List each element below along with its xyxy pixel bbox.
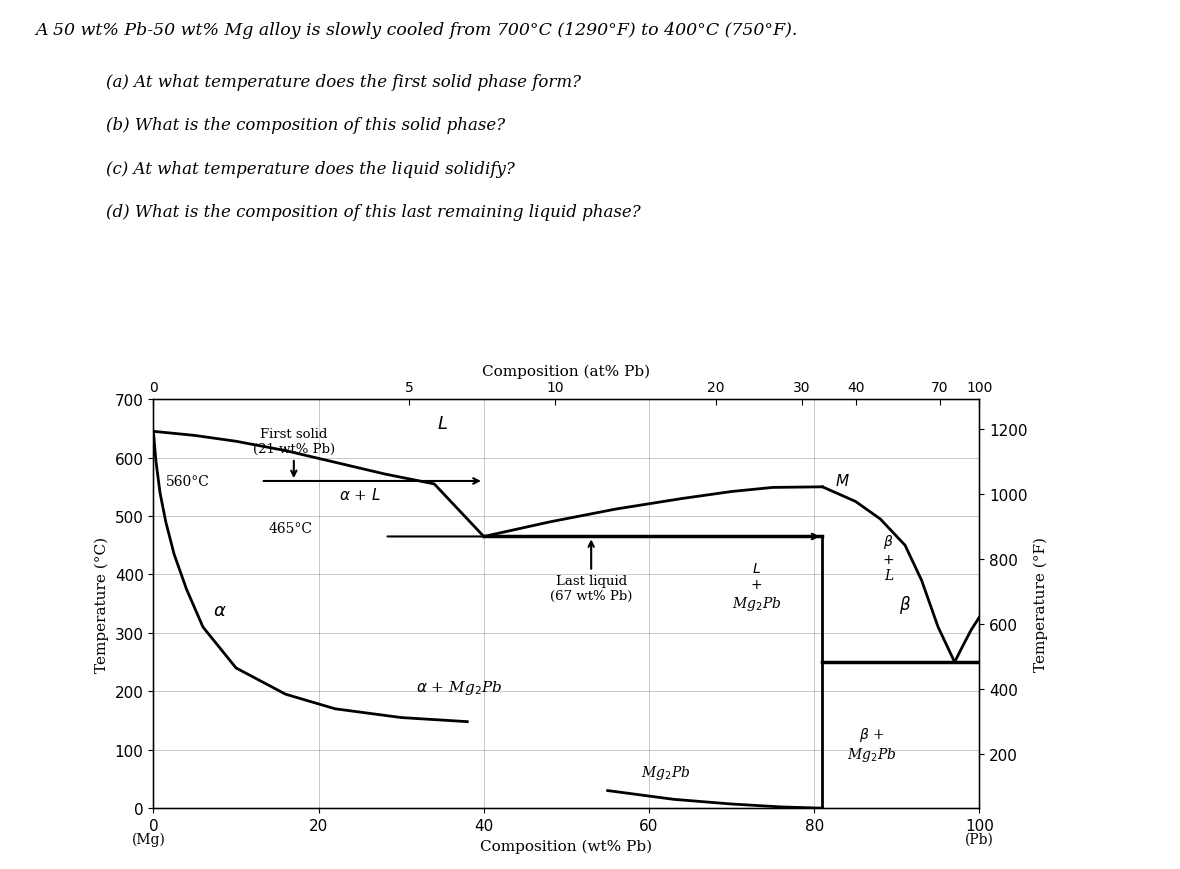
Text: (c) At what temperature does the liquid solidify?: (c) At what temperature does the liquid … xyxy=(106,161,514,178)
Text: (d) What is the composition of this last remaining liquid phase?: (d) What is the composition of this last… xyxy=(106,204,641,222)
Text: $\alpha$ + $L$: $\alpha$ + $L$ xyxy=(339,486,381,502)
Text: (b) What is the composition of this solid phase?: (b) What is the composition of this soli… xyxy=(106,117,505,135)
Text: $\beta$: $\beta$ xyxy=(899,594,911,616)
Text: $L$: $L$ xyxy=(437,415,448,433)
Text: (Mg): (Mg) xyxy=(132,832,166,846)
Text: $\alpha$ + Mg$_2$Pb: $\alpha$ + Mg$_2$Pb xyxy=(415,679,503,696)
Text: Last liquid
(67 wt% Pb): Last liquid (67 wt% Pb) xyxy=(550,542,632,603)
Text: $\beta$
$+$
L: $\beta$ $+$ L xyxy=(883,532,894,582)
Text: 560°C: 560°C xyxy=(165,474,210,488)
Text: $M$: $M$ xyxy=(834,473,850,488)
Text: 465°C: 465°C xyxy=(269,521,313,535)
Y-axis label: Temperature (°C): Temperature (°C) xyxy=(94,536,109,672)
Text: A 50 wt% Pb-50 wt% Mg alloy is slowly cooled from 700°C (1290°F) to 400°C (750°F: A 50 wt% Pb-50 wt% Mg alloy is slowly co… xyxy=(35,22,798,39)
Text: (Pb): (Pb) xyxy=(965,832,994,846)
Text: (a) At what temperature does the first solid phase form?: (a) At what temperature does the first s… xyxy=(106,74,582,91)
Text: $\alpha$: $\alpha$ xyxy=(212,601,227,620)
Text: First solid
(21 wt% Pb): First solid (21 wt% Pb) xyxy=(253,428,335,476)
X-axis label: Composition (wt% Pb): Composition (wt% Pb) xyxy=(480,839,653,852)
X-axis label: Composition (at% Pb): Composition (at% Pb) xyxy=(483,364,650,378)
Text: $L$
$+$
Mg$_2$Pb: $L$ $+$ Mg$_2$Pb xyxy=(732,561,781,612)
Text: Mg$_2$Pb: Mg$_2$Pb xyxy=(641,763,690,781)
Text: $\beta$ +
Mg$_2$Pb: $\beta$ + Mg$_2$Pb xyxy=(847,725,897,763)
Y-axis label: Temperature (°F): Temperature (°F) xyxy=(1034,536,1048,672)
